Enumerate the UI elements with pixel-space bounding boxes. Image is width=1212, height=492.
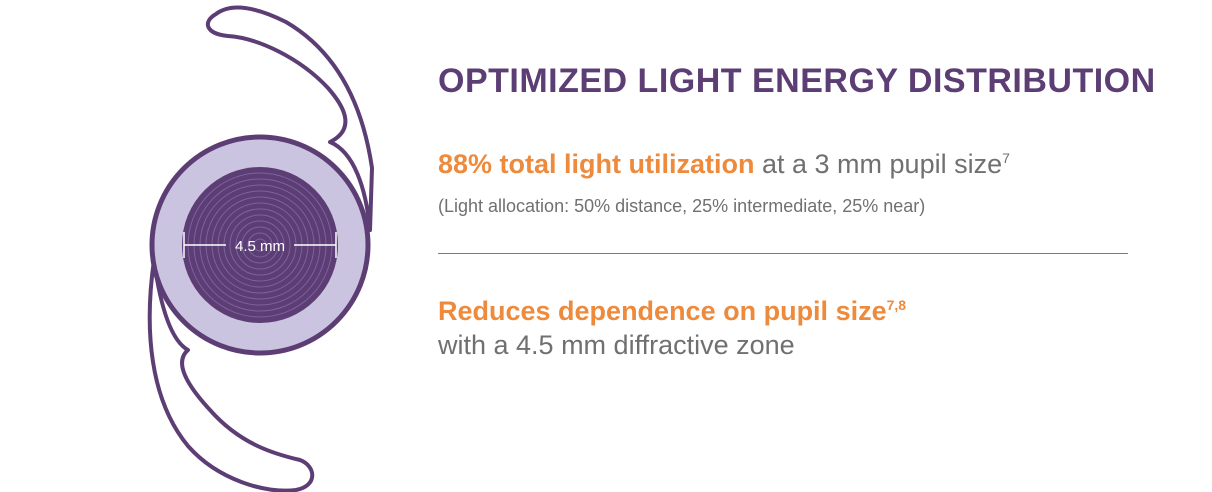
pupil-dependence-stat: Reduces dependence on pupil size7,8 with… (438, 294, 1198, 362)
section-divider (438, 253, 1128, 254)
lower-haptic (147, 258, 315, 492)
light-utilization-text: at a 3 mm pupil size (754, 149, 1003, 179)
headline: OPTIMIZED LIGHT ENERGY DISTRIBUTION (438, 62, 1156, 100)
feature-copy: OPTIMIZED LIGHT ENERGY DISTRIBUTION 88% … (438, 62, 1198, 362)
upper-haptic (205, 5, 374, 232)
zone-size-label: 4.5 mm (235, 238, 285, 255)
footnote-ref-7: 7 (1002, 150, 1010, 166)
footnote-ref-7-8: 7,8 (886, 297, 907, 313)
iol-lens-illustration: 4.5 mm (120, 0, 400, 492)
diffractive-zone (182, 167, 338, 323)
zone-measurement-line (183, 232, 337, 258)
pupil-dependence-highlight: Reduces dependence on pupil size (438, 296, 887, 326)
light-utilization-highlight: 88% total light utilization (438, 149, 755, 179)
diffractive-zone-text: with a 4.5 mm diffractive zone (438, 330, 795, 360)
light-utilization-stat: 88% total light utilization at a 3 mm pu… (438, 149, 1198, 180)
light-allocation-note: (Light allocation: 50% distance, 25% int… (438, 196, 926, 216)
